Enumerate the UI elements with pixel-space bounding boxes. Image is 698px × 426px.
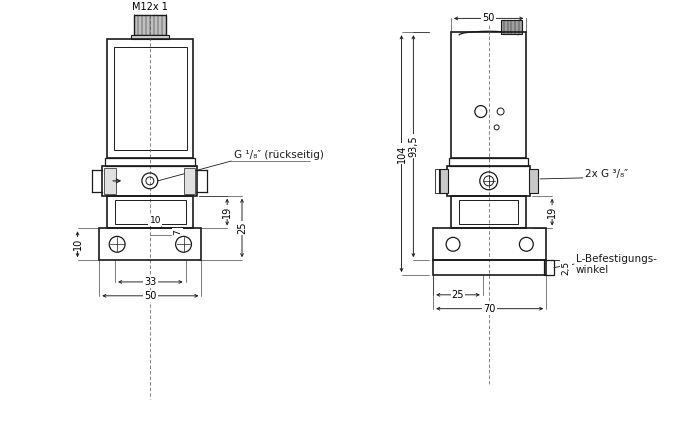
Bar — [544, 260, 554, 275]
Text: M12x 1: M12x 1 — [132, 3, 168, 12]
Bar — [115, 200, 186, 225]
Text: 19: 19 — [547, 206, 557, 218]
Bar — [449, 158, 528, 166]
Text: 50: 50 — [144, 291, 156, 301]
Bar — [107, 39, 193, 158]
Text: 2x G ³/₈″: 2x G ³/₈″ — [585, 169, 628, 179]
Bar — [105, 158, 195, 166]
Text: 104: 104 — [396, 144, 406, 163]
Bar — [103, 166, 198, 196]
Bar — [459, 200, 519, 225]
Bar — [114, 47, 186, 150]
Text: L-Befestigungs-: L-Befestigungs- — [576, 254, 657, 264]
Bar — [451, 32, 526, 158]
Bar — [107, 196, 193, 228]
Text: winkel: winkel — [576, 265, 609, 275]
Bar — [439, 169, 448, 193]
Bar — [104, 168, 116, 194]
Text: 19: 19 — [222, 206, 232, 218]
Bar — [529, 169, 538, 193]
Bar — [99, 228, 202, 260]
Bar — [500, 20, 522, 34]
Bar — [134, 15, 165, 35]
Text: 25: 25 — [452, 290, 464, 300]
Text: G ¹/₈″ (rückseitig): G ¹/₈″ (rückseitig) — [234, 150, 324, 160]
Text: 25: 25 — [237, 222, 247, 234]
Bar — [433, 228, 546, 260]
Text: 33: 33 — [144, 277, 156, 287]
Text: 93,5: 93,5 — [408, 135, 418, 157]
Text: 50: 50 — [482, 13, 495, 23]
Bar — [451, 196, 526, 228]
Bar — [184, 168, 195, 194]
Text: 10: 10 — [73, 238, 82, 250]
Text: 2,5: 2,5 — [561, 261, 570, 275]
Bar — [433, 260, 546, 275]
Bar — [435, 169, 440, 193]
Bar — [447, 166, 530, 196]
Text: 7: 7 — [173, 229, 182, 235]
Bar — [131, 35, 169, 39]
Text: 70: 70 — [484, 304, 496, 314]
Text: 10: 10 — [149, 216, 161, 225]
